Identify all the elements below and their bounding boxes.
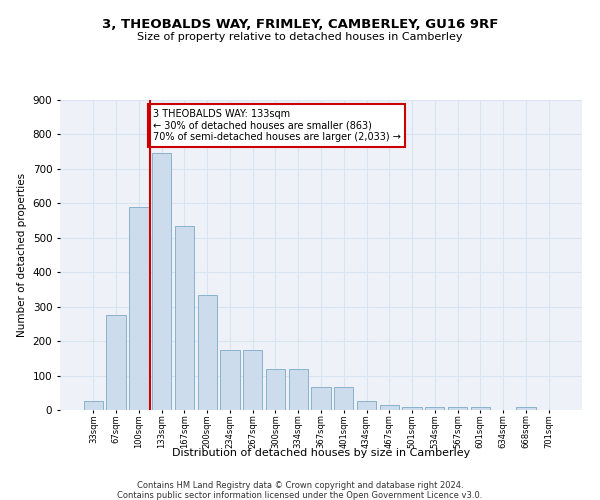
Bar xyxy=(243,350,262,410)
Text: 3, THEOBALDS WAY, FRIMLEY, CAMBERLEY, GU16 9RF: 3, THEOBALDS WAY, FRIMLEY, CAMBERLEY, GU… xyxy=(102,18,498,30)
Text: 3 THEOBALDS WAY: 133sqm
← 30% of detached houses are smaller (863)
70% of semi-d: 3 THEOBALDS WAY: 133sqm ← 30% of detache… xyxy=(152,108,400,142)
Bar xyxy=(266,368,285,410)
Bar xyxy=(220,350,239,410)
Bar xyxy=(84,400,103,410)
Bar xyxy=(311,386,331,410)
Text: Distribution of detached houses by size in Camberley: Distribution of detached houses by size … xyxy=(172,448,470,458)
Bar xyxy=(106,316,126,410)
Bar xyxy=(380,405,399,410)
Bar xyxy=(448,406,467,410)
Y-axis label: Number of detached properties: Number of detached properties xyxy=(17,173,27,337)
Bar xyxy=(152,154,172,410)
Bar xyxy=(516,406,536,410)
Bar xyxy=(334,386,353,410)
Bar xyxy=(129,207,149,410)
Bar xyxy=(197,294,217,410)
Bar xyxy=(470,406,490,410)
Text: Contains public sector information licensed under the Open Government Licence v3: Contains public sector information licen… xyxy=(118,490,482,500)
Bar xyxy=(357,402,376,410)
Bar xyxy=(289,368,308,410)
Bar xyxy=(403,406,422,410)
Text: Contains HM Land Registry data © Crown copyright and database right 2024.: Contains HM Land Registry data © Crown c… xyxy=(137,480,463,490)
Bar xyxy=(425,406,445,410)
Bar xyxy=(175,226,194,410)
Text: Size of property relative to detached houses in Camberley: Size of property relative to detached ho… xyxy=(137,32,463,42)
